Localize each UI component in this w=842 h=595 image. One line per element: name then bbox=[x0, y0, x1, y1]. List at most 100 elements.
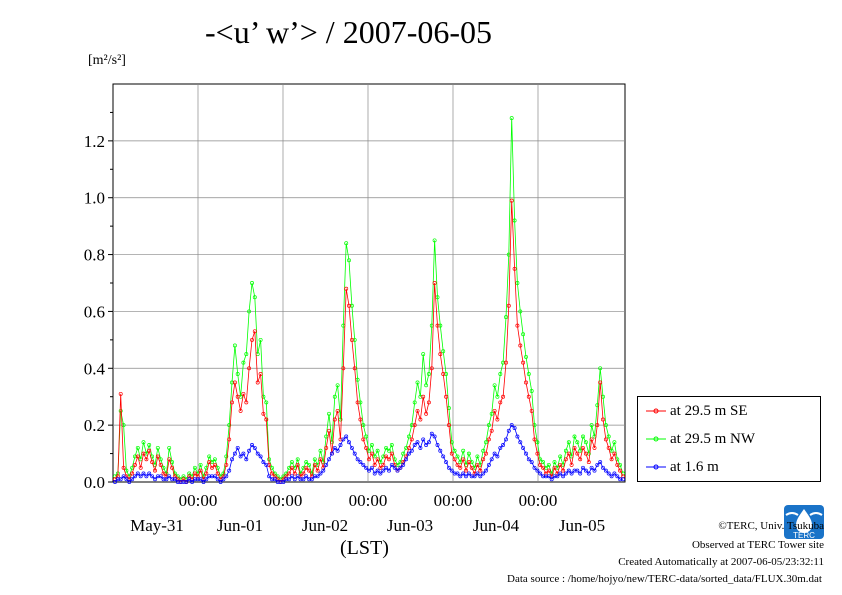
data-point bbox=[367, 448, 371, 453]
data-point bbox=[375, 448, 380, 453]
data-point bbox=[424, 411, 429, 416]
data-point bbox=[412, 423, 417, 428]
data-point bbox=[347, 303, 351, 308]
data-point bbox=[455, 462, 460, 467]
data-point bbox=[389, 451, 394, 456]
data-point bbox=[224, 462, 229, 467]
data-point bbox=[595, 423, 600, 428]
data-point bbox=[581, 445, 585, 450]
data-point bbox=[512, 218, 517, 223]
plot-area bbox=[112, 83, 626, 483]
data-point bbox=[426, 372, 431, 376]
data-point bbox=[204, 477, 209, 482]
data-point bbox=[598, 380, 603, 385]
data-point bbox=[381, 462, 386, 467]
data-point bbox=[158, 474, 163, 479]
data-point bbox=[329, 451, 334, 456]
data-point bbox=[135, 445, 140, 450]
data-point bbox=[589, 423, 594, 428]
data-point bbox=[338, 417, 343, 422]
data-point bbox=[332, 445, 337, 450]
data-point bbox=[512, 266, 517, 271]
data-point bbox=[272, 477, 277, 482]
data-point bbox=[504, 360, 508, 365]
data-point bbox=[121, 465, 126, 470]
data-point bbox=[155, 454, 160, 459]
legend-label-nw: at 29.5 m NW bbox=[670, 430, 755, 447]
data-point bbox=[538, 471, 543, 476]
data-point bbox=[583, 468, 588, 473]
series-line bbox=[114, 200, 624, 483]
data-point bbox=[138, 465, 143, 470]
data-point bbox=[395, 468, 400, 473]
y-tick-label: 0.8 bbox=[84, 246, 105, 265]
data-point bbox=[130, 477, 135, 482]
data-point bbox=[287, 465, 292, 470]
data-point bbox=[358, 417, 363, 422]
data-point bbox=[401, 462, 406, 467]
data-point bbox=[212, 457, 217, 462]
data-point bbox=[441, 372, 446, 376]
data-point bbox=[238, 454, 243, 459]
data-point bbox=[272, 471, 277, 476]
data-point bbox=[204, 471, 209, 476]
data-point bbox=[218, 480, 223, 484]
data-point bbox=[267, 474, 272, 479]
data-point bbox=[424, 383, 429, 388]
data-point bbox=[327, 428, 331, 433]
data-point bbox=[241, 451, 246, 456]
data-point bbox=[201, 480, 206, 484]
data-point bbox=[210, 465, 214, 470]
data-point bbox=[270, 477, 274, 482]
data-point bbox=[361, 437, 366, 442]
data-point bbox=[418, 417, 423, 422]
data-point bbox=[375, 468, 380, 473]
data-point bbox=[327, 411, 331, 416]
data-point bbox=[181, 480, 186, 484]
data-point bbox=[475, 454, 480, 459]
data-point bbox=[558, 471, 563, 476]
data-point bbox=[118, 477, 123, 482]
data-point bbox=[452, 457, 457, 462]
data-point bbox=[264, 462, 269, 467]
data-point bbox=[115, 477, 120, 482]
data-point bbox=[572, 445, 577, 450]
data-point bbox=[444, 394, 449, 399]
data-point bbox=[338, 437, 343, 442]
data-point bbox=[384, 445, 389, 450]
data-point bbox=[449, 440, 454, 445]
data-point bbox=[369, 465, 374, 470]
data-point bbox=[455, 454, 460, 459]
data-point bbox=[150, 460, 155, 465]
data-point bbox=[495, 454, 500, 459]
data-point bbox=[578, 457, 583, 462]
data-point bbox=[224, 454, 229, 459]
data-point bbox=[618, 468, 623, 473]
data-point bbox=[235, 445, 240, 450]
data-point bbox=[247, 448, 252, 453]
data-point bbox=[486, 462, 491, 467]
data-point bbox=[412, 443, 417, 447]
data-point bbox=[324, 445, 329, 450]
data-point bbox=[461, 457, 466, 462]
data-point bbox=[518, 309, 523, 314]
data-point bbox=[255, 380, 260, 385]
data-point bbox=[352, 451, 357, 456]
data-point bbox=[364, 434, 369, 439]
data-point bbox=[261, 460, 266, 465]
data-point bbox=[250, 281, 254, 285]
data-point bbox=[170, 477, 175, 482]
data-point bbox=[158, 462, 163, 467]
data-point bbox=[221, 477, 226, 482]
data-point bbox=[469, 460, 474, 465]
data-point bbox=[426, 400, 431, 405]
data-point bbox=[569, 471, 574, 476]
data-point bbox=[409, 448, 414, 453]
data-point bbox=[449, 451, 454, 456]
data-point bbox=[421, 352, 426, 357]
data-point bbox=[227, 437, 232, 442]
y-axis-unit: [m²/s²] bbox=[88, 53, 126, 68]
data-point bbox=[415, 440, 420, 445]
data-point bbox=[227, 468, 232, 473]
data-point bbox=[435, 323, 440, 328]
